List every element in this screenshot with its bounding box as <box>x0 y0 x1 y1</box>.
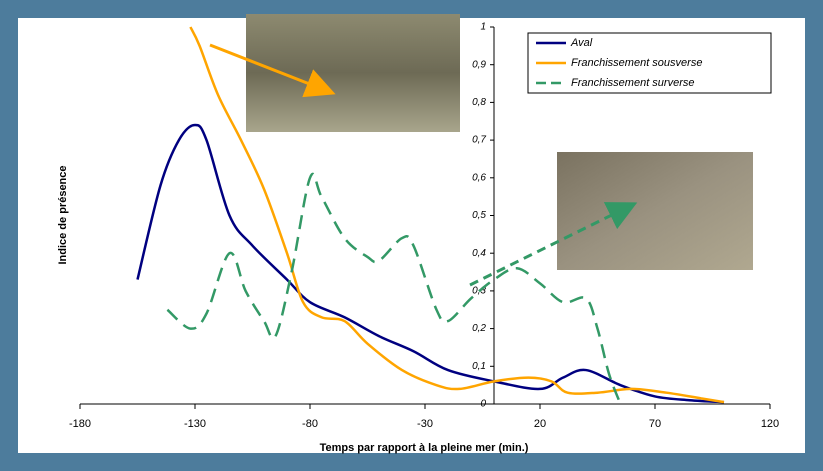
arrow <box>209 43 336 98</box>
photo <box>557 152 753 270</box>
y-axis-title: Indice de présence <box>57 165 69 264</box>
legend-label: Aval <box>570 37 593 49</box>
x-tick-label: 20 <box>534 418 546 430</box>
y-tick-label: 0,9 <box>472 59 486 70</box>
line-series <box>166 172 622 405</box>
y-tick-label: 0,3 <box>472 286 486 297</box>
legend: Aval Franchissement sousverse Franchisseme… <box>527 32 772 94</box>
arrow <box>469 202 638 287</box>
line-series <box>136 123 725 404</box>
y-tick-label: 0,4 <box>472 248 486 259</box>
x-tick-label: 70 <box>649 418 661 430</box>
x-tick-label: -80 <box>302 418 318 430</box>
x-tick-label: -30 <box>417 418 433 430</box>
legend-box <box>527 32 772 94</box>
y-tick-label: 0 <box>480 399 486 410</box>
x-tick-label: -180 <box>69 418 91 430</box>
y-tick-label: 0,5 <box>472 210 486 221</box>
y-tick-label: 0,2 <box>472 323 486 334</box>
y-tick-label: 1 <box>480 22 486 33</box>
y-tick-label: 0,7 <box>472 135 486 146</box>
x-tick-label: -130 <box>184 418 206 430</box>
y-tick-label: 0,6 <box>472 172 486 183</box>
x-tick-label: 120 <box>761 418 779 430</box>
legend-label: Franchissement sousverse <box>571 57 702 69</box>
legend-label: Franchissement surverse <box>571 77 695 89</box>
y-tick-label: 0,1 <box>472 361 486 372</box>
x-axis-title: Temps par rapport à la pleine mer (min.) <box>320 442 529 454</box>
y-tick-label: 0,8 <box>472 97 486 108</box>
